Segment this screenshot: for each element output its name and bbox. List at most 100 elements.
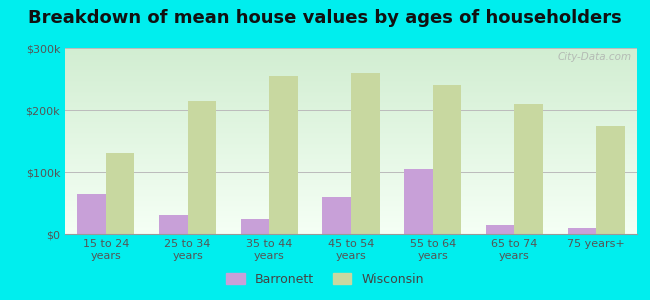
Bar bbox=[65, 203, 637, 204]
Bar bbox=[65, 198, 637, 199]
Bar bbox=[567, 228, 596, 234]
Bar bbox=[65, 129, 637, 130]
Bar bbox=[65, 139, 637, 140]
Bar bbox=[514, 104, 543, 234]
Bar bbox=[65, 231, 637, 232]
Bar bbox=[65, 72, 637, 73]
Bar bbox=[65, 226, 637, 227]
Bar bbox=[486, 225, 514, 234]
Bar bbox=[65, 170, 637, 171]
Bar bbox=[65, 155, 637, 156]
Bar bbox=[65, 124, 637, 125]
Bar bbox=[65, 228, 637, 229]
Bar bbox=[65, 209, 637, 210]
Bar bbox=[65, 165, 637, 166]
Bar bbox=[65, 153, 637, 154]
Bar bbox=[65, 83, 637, 84]
Bar bbox=[65, 49, 637, 50]
Bar bbox=[65, 65, 637, 66]
Bar bbox=[65, 217, 637, 218]
Bar bbox=[65, 161, 637, 162]
Bar bbox=[65, 84, 637, 85]
Bar bbox=[65, 230, 637, 231]
Bar bbox=[65, 102, 637, 103]
Text: Breakdown of mean house values by ages of householders: Breakdown of mean house values by ages o… bbox=[28, 9, 622, 27]
Bar bbox=[65, 218, 637, 219]
Bar bbox=[65, 192, 637, 193]
Bar bbox=[65, 78, 637, 79]
Bar bbox=[65, 116, 637, 117]
Bar bbox=[65, 183, 637, 184]
Bar bbox=[65, 105, 637, 106]
Bar bbox=[65, 68, 637, 69]
Bar bbox=[65, 92, 637, 93]
Bar bbox=[65, 110, 637, 111]
Bar bbox=[65, 101, 637, 102]
Bar bbox=[65, 97, 637, 98]
Bar bbox=[65, 160, 637, 161]
Bar bbox=[65, 145, 637, 146]
Bar bbox=[65, 94, 637, 95]
Bar bbox=[65, 104, 637, 105]
Bar bbox=[65, 207, 637, 208]
Bar bbox=[65, 51, 637, 52]
Bar bbox=[65, 66, 637, 67]
Bar bbox=[65, 220, 637, 221]
Bar bbox=[65, 179, 637, 180]
Bar bbox=[65, 172, 637, 173]
Bar bbox=[65, 86, 637, 87]
Bar bbox=[65, 182, 637, 183]
Bar bbox=[65, 126, 637, 127]
Bar bbox=[65, 87, 637, 88]
Bar bbox=[65, 137, 637, 138]
Bar bbox=[65, 95, 637, 96]
Bar bbox=[65, 193, 637, 194]
Bar bbox=[65, 67, 637, 68]
Bar bbox=[65, 77, 637, 78]
Bar bbox=[351, 73, 380, 234]
Bar bbox=[65, 219, 637, 220]
Bar bbox=[65, 85, 637, 86]
Bar bbox=[65, 88, 637, 89]
Bar bbox=[65, 224, 637, 225]
Bar bbox=[106, 153, 135, 234]
Bar bbox=[65, 138, 637, 139]
Bar bbox=[65, 100, 637, 101]
Bar bbox=[65, 119, 637, 120]
Bar bbox=[65, 163, 637, 164]
Bar bbox=[65, 52, 637, 53]
Bar bbox=[65, 70, 637, 71]
Bar bbox=[65, 178, 637, 179]
Bar bbox=[65, 227, 637, 228]
Bar bbox=[65, 212, 637, 213]
Bar bbox=[65, 197, 637, 198]
Bar bbox=[65, 136, 637, 137]
Bar bbox=[65, 54, 637, 55]
Bar bbox=[65, 148, 637, 149]
Bar bbox=[65, 173, 637, 175]
Bar bbox=[65, 206, 637, 207]
Bar bbox=[65, 53, 637, 54]
Bar bbox=[65, 134, 637, 135]
Bar bbox=[65, 194, 637, 195]
Bar bbox=[65, 186, 637, 187]
Bar bbox=[65, 204, 637, 205]
Bar bbox=[596, 125, 625, 234]
Bar bbox=[65, 79, 637, 80]
Bar bbox=[65, 82, 637, 83]
Bar bbox=[65, 214, 637, 215]
Bar bbox=[65, 162, 637, 163]
Bar bbox=[65, 210, 637, 211]
Bar bbox=[65, 157, 637, 158]
Bar bbox=[65, 141, 637, 142]
Bar bbox=[65, 107, 637, 108]
Bar bbox=[65, 98, 637, 99]
Bar bbox=[65, 180, 637, 181]
Bar bbox=[65, 59, 637, 60]
Bar bbox=[65, 223, 637, 224]
Bar bbox=[65, 151, 637, 152]
Bar bbox=[65, 76, 637, 77]
Bar bbox=[65, 202, 637, 203]
Bar bbox=[65, 175, 637, 176]
Bar bbox=[65, 181, 637, 182]
